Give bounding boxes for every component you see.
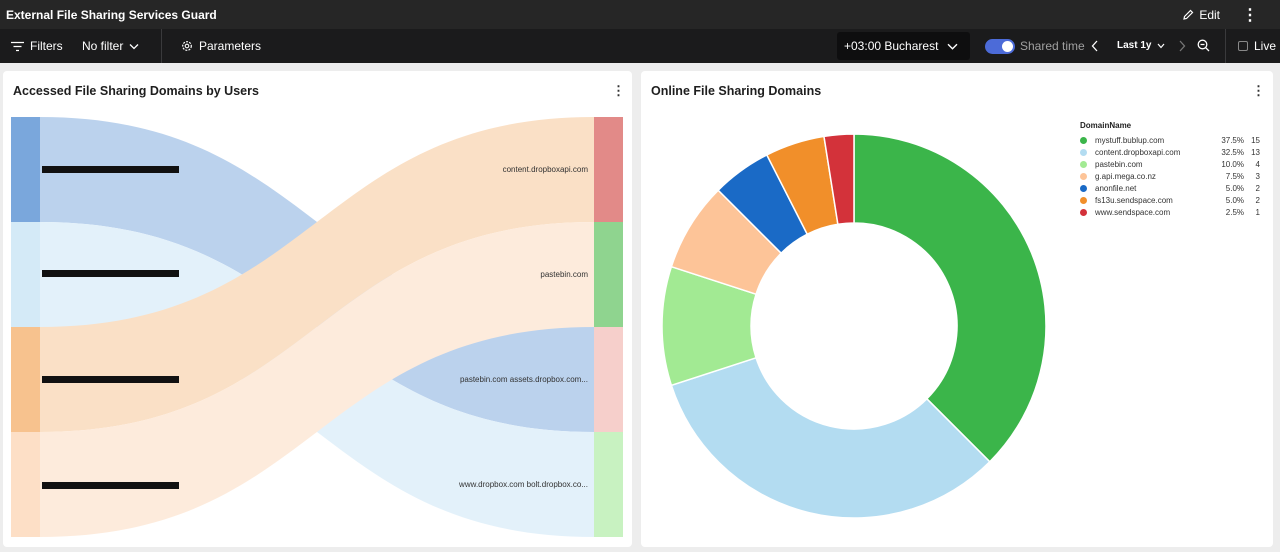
legend-item[interactable]: www.sendspace.com 2.5% 1 <box>1080 206 1260 218</box>
edit-label: Edit <box>1199 7 1220 22</box>
legend-title: DomainName <box>1080 121 1132 130</box>
sankey-flows <box>40 117 594 537</box>
legend-label: mystuff.bublup.com <box>1095 135 1165 145</box>
legend-count: 13 <box>1251 147 1260 157</box>
sankey-target-label: pastebin.com assets.dropbox.com... <box>460 375 588 384</box>
sankey-target-node[interactable] <box>594 222 623 327</box>
redacted-user-label <box>42 166 179 173</box>
shared-time-toggle[interactable] <box>985 39 1015 54</box>
sankey-source-node[interactable] <box>11 327 40 432</box>
time-range-dropdown[interactable]: Last 1y <box>1117 40 1165 51</box>
no-filter-label: No filter <box>82 39 124 53</box>
donut-chart <box>661 133 1047 519</box>
toolbar-divider <box>161 29 162 63</box>
donut-legend: mystuff.bublup.com 37.5% 15 content.dropbox… <box>1080 134 1260 218</box>
donut-slice[interactable] <box>823 133 855 226</box>
legend-percent: 32.5% <box>1221 147 1244 157</box>
filters-button[interactable]: Filters <box>11 39 63 53</box>
more-options-icon[interactable]: ⋮ <box>1242 6 1258 24</box>
shared-time-label: Shared time <box>1020 39 1085 53</box>
legend-percent: 5.0% <box>1225 183 1244 193</box>
legend-label: g.api.mega.co.nz <box>1095 171 1156 181</box>
legend-swatch <box>1080 136 1087 144</box>
legend-count: 2 <box>1255 195 1260 205</box>
legend-swatch <box>1080 172 1087 180</box>
timezone-select[interactable]: +03:00 Bucharest <box>837 32 970 60</box>
sankey-flow <box>40 117 594 432</box>
legend-item[interactable]: content.dropboxapi.com 32.5% 13 <box>1080 146 1260 158</box>
legend-percent: 37.5% <box>1221 135 1244 145</box>
live-checkbox[interactable] <box>1238 41 1248 51</box>
timezone-value: +03:00 Bucharest <box>844 39 939 53</box>
legend-count: 2 <box>1255 183 1260 193</box>
chevron-down-icon <box>129 43 139 49</box>
sankey-panel: Accessed File Sharing Domains by Users ⋮… <box>3 71 632 547</box>
legend-label: content.dropboxapi.com <box>1095 147 1181 157</box>
legend-item[interactable]: anonfile.net 5.0% 2 <box>1080 182 1260 194</box>
legend-percent: 5.0% <box>1225 195 1244 205</box>
pencil-icon <box>1183 9 1194 20</box>
sankey-target-node[interactable] <box>594 432 623 537</box>
legend-label: pastebin.com <box>1095 159 1143 169</box>
legend-count: 3 <box>1255 171 1260 181</box>
chevron-down-icon <box>947 43 958 50</box>
legend-swatch <box>1080 196 1087 204</box>
toggle-knob <box>1002 41 1013 52</box>
sankey-flow <box>40 222 594 537</box>
filter-icon <box>11 41 24 51</box>
sankey-target-label: content.dropboxapi.com <box>503 165 589 174</box>
toolbar: Filters No filter Parameters +03:00 Buch… <box>0 29 1280 63</box>
donut-slice[interactable] <box>670 356 991 519</box>
sankey-source-node[interactable] <box>11 117 40 222</box>
sankey-target-label: pastebin.com <box>540 270 588 279</box>
legend-count: 4 <box>1255 159 1260 169</box>
filters-label: Filters <box>30 39 63 53</box>
parameters-button[interactable]: Parameters <box>181 39 261 53</box>
parameters-label: Parameters <box>199 39 262 53</box>
time-range-label: Last 1y <box>1117 40 1152 51</box>
redacted-user-label <box>42 270 179 277</box>
zoom-out-icon[interactable] <box>1197 39 1210 52</box>
toolbar-divider <box>1225 29 1226 63</box>
sankey-target-label: www.dropbox.com bolt.dropbox.co... <box>458 480 588 489</box>
chevron-right-icon[interactable] <box>1178 40 1186 52</box>
sankey-source-node[interactable] <box>11 222 40 327</box>
live-label: Live <box>1254 39 1277 53</box>
no-filter-dropdown[interactable]: No filter <box>82 39 139 53</box>
legend-percent: 7.5% <box>1225 171 1244 181</box>
sankey-source-node[interactable] <box>11 432 40 537</box>
sankey-target-node[interactable] <box>594 117 623 222</box>
legend-item[interactable]: fs13u.sendspace.com 5.0% 2 <box>1080 194 1260 206</box>
donut-panel: Online File Sharing Domains ⋮ DomainName… <box>641 71 1273 547</box>
legend-swatch <box>1080 160 1087 168</box>
edit-button[interactable]: Edit <box>1182 8 1220 22</box>
legend-label: www.sendspace.com <box>1095 207 1171 217</box>
panel-menu-icon[interactable]: ⋮ <box>612 83 625 98</box>
donut-panel-title: Online File Sharing Domains <box>651 84 822 98</box>
legend-swatch <box>1080 184 1087 192</box>
panel-menu-icon[interactable]: ⋮ <box>1252 83 1265 98</box>
legend-item[interactable]: mystuff.bublup.com 37.5% 15 <box>1080 134 1260 146</box>
legend-item[interactable]: g.api.mega.co.nz 7.5% 3 <box>1080 170 1260 182</box>
legend-swatch <box>1080 208 1087 216</box>
legend-item[interactable]: pastebin.com 10.0% 4 <box>1080 158 1260 170</box>
chevron-left-icon[interactable] <box>1091 40 1099 52</box>
sankey-panel-title: Accessed File Sharing Domains by Users <box>13 84 259 98</box>
sankey-target-node[interactable] <box>594 327 623 432</box>
legend-percent: 2.5% <box>1225 207 1244 217</box>
legend-count: 15 <box>1251 135 1260 145</box>
sankey-chart: content.dropboxapi.com pastebin.com past… <box>11 117 623 537</box>
title-bar: External File Sharing Services Guard Edi… <box>0 0 1280 29</box>
legend-label: fs13u.sendspace.com <box>1095 195 1173 205</box>
gear-icon <box>182 41 192 51</box>
redacted-user-label <box>42 482 179 489</box>
legend-count: 1 <box>1255 207 1260 217</box>
dashboard-title: External File Sharing Services Guard <box>6 7 217 22</box>
legend-label: anonfile.net <box>1095 183 1137 193</box>
redacted-user-label <box>42 376 179 383</box>
legend-swatch <box>1080 148 1087 156</box>
legend-percent: 10.0% <box>1221 159 1244 169</box>
donut-slice[interactable] <box>853 133 1047 463</box>
chevron-down-icon <box>1158 43 1165 48</box>
